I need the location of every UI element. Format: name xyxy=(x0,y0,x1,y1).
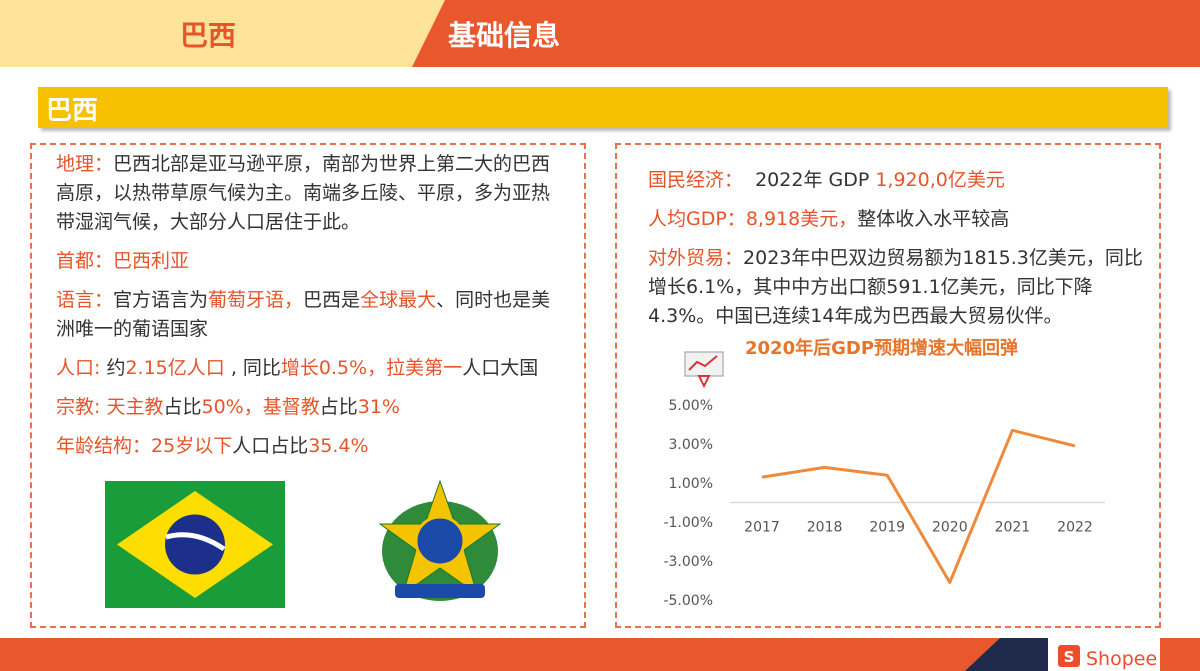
footer-brand: Shopee xyxy=(1086,648,1158,670)
y-tick-label: 5.00% xyxy=(669,398,713,414)
highlight-text: 地理： xyxy=(56,153,114,175)
highlight-text: 25岁以下 xyxy=(151,435,233,457)
highlight-text: 宗教: xyxy=(56,396,107,418)
header-bg xyxy=(0,0,1200,67)
highlight-text: 对外贸易： xyxy=(648,247,744,269)
coat-of-arms xyxy=(378,479,502,601)
body-text: 官方语言为 xyxy=(113,289,209,311)
x-tick-label: 2022 xyxy=(1057,520,1093,536)
highlight-text: 葡萄牙语， xyxy=(208,289,304,311)
body-text: , 同比 xyxy=(224,357,281,379)
left-panel xyxy=(30,143,586,628)
x-tick-label: 2020 xyxy=(932,520,968,536)
footer-bar: S xyxy=(0,638,1200,671)
paragraph: 对外贸易：2023年中巴双边贸易额为1815.3亿美元，同比增长6.1%，其中中… xyxy=(648,244,1148,331)
chart-title: 2020年后GDP预期增速大幅回弹 xyxy=(745,337,1018,359)
highlight-text: 国民经济： xyxy=(648,169,744,191)
paragraph: 人口: 约2.15亿人口 , 同比增长0.5%，拉美第一人口大国 xyxy=(56,354,566,383)
highlight-text: 人口: xyxy=(56,357,107,379)
right-panel xyxy=(615,143,1161,628)
body-text: 占比 xyxy=(163,396,202,418)
y-tick-label: 1.00% xyxy=(669,476,713,492)
body-text: 、同时也是美洲唯一的葡语国家 xyxy=(56,289,551,340)
paragraph: 宗教: 天主教占比50%，基督教占比31% xyxy=(56,393,566,422)
header-country: 巴西 xyxy=(180,19,237,52)
gdp-chart: 2020年后GDP预期增速大幅回弹 5.00% 3.00% 1.00% -1.00% -… xyxy=(663,337,1105,609)
paragraph: 地理：巴西北部是亚马逊平原，南部为世界上第二大的巴西高原，以热带草原气候为主。南… xyxy=(56,150,566,237)
body-text: 人口占比 xyxy=(232,435,309,457)
paragraph: 国民经济： 2022年 GDP 1,920,0亿美元 xyxy=(648,166,1148,195)
highlight-text: 2.15亿人口 xyxy=(125,357,225,379)
highlight-text: 全球最大 xyxy=(360,289,437,311)
highlight-text: 天主教 xyxy=(106,396,164,418)
y-tick-label: 3.00% xyxy=(669,437,713,453)
y-tick-label: -5.00% xyxy=(663,593,713,609)
section-bar: 巴西 xyxy=(38,87,1168,128)
paragraph: 年龄结构：25岁以下人口占比35.4% xyxy=(56,432,566,461)
highlight-text: 年龄结构： xyxy=(56,435,152,457)
svg-text:S: S xyxy=(1064,648,1075,666)
highlight-text: 增长0.5%，拉美第一 xyxy=(280,357,463,379)
highlight-text: 35.4% xyxy=(308,435,369,457)
y-tick-label: -3.00% xyxy=(663,554,713,570)
x-tick-label: 2017 xyxy=(744,520,780,536)
header-title: 基础信息 xyxy=(448,19,561,52)
body-text: 占比 xyxy=(319,396,358,418)
left-text: 地理：巴西北部是亚马逊平原，南部为世界上第二大的巴西高原，以热带草原气候为主。南… xyxy=(56,150,566,471)
y-tick-label: -1.00% xyxy=(663,515,713,531)
chart-icon xyxy=(684,351,724,388)
highlight-text: 人均GDP： xyxy=(648,208,746,230)
highlight-text: 1,920,0亿美元 xyxy=(875,169,1005,191)
highlight-text: 50%，基督教 xyxy=(201,396,320,418)
highlight-text: 8,918美元， xyxy=(745,208,858,230)
paragraph: 人均GDP：8,918美元，整体收入水平较高 xyxy=(648,205,1148,234)
body-text: 人口大国 xyxy=(462,357,539,379)
paragraph: 首都：巴西利亚 xyxy=(56,247,566,276)
highlight-text: 语言： xyxy=(56,289,114,311)
highlight-text: 首都： xyxy=(56,250,114,272)
body-text: 整体收入水平较高 xyxy=(857,208,1010,230)
highlight-text: 31% xyxy=(357,396,400,418)
line-series xyxy=(761,428,1076,584)
body-text: 2023年中巴双边贸易额为1815.3亿美元，同比增长6.1%，其中中方出口额5… xyxy=(648,247,1143,327)
brazil-flag xyxy=(105,481,285,608)
body-text: 约 xyxy=(106,357,126,379)
highlight-text: 巴西利亚 xyxy=(113,250,190,272)
x-tick-label: 2021 xyxy=(995,520,1031,536)
paragraph: 语言：官方语言为葡萄牙语，巴西是全球最大、同时也是美洲唯一的葡语国家 xyxy=(56,286,566,344)
right-text: 国民经济： 2022年 GDP 1,920,0亿美元 人均GDP：8,918美元，… xyxy=(648,166,1148,341)
x-tick-label: 2018 xyxy=(807,520,843,536)
body-text: 2022年 GDP xyxy=(743,169,876,191)
section-title: 巴西 xyxy=(46,96,99,126)
body-text: 巴西是 xyxy=(303,289,361,311)
x-tick-label: 2019 xyxy=(869,520,905,536)
body-text: 巴西北部是亚马逊平原，南部为世界上第二大的巴西高原，以热带草原气候为主。南端多丘… xyxy=(56,153,551,233)
